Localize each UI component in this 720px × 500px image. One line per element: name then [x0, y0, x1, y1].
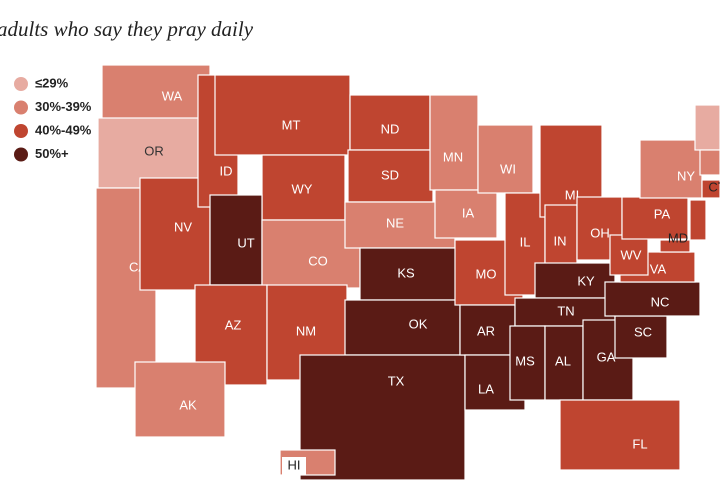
state-shape: [261, 154, 346, 221]
state-label: MD: [668, 230, 688, 245]
state-label: HI: [288, 457, 301, 472]
state-label: TN: [557, 303, 574, 318]
label-bg: [282, 457, 306, 475]
state-label: OH: [590, 225, 610, 240]
state-label: ND: [381, 121, 400, 136]
state-label: WA: [162, 88, 183, 103]
state-label: SC: [634, 324, 652, 339]
state-label: KY: [577, 273, 595, 288]
state-shape: [429, 94, 479, 191]
state-shape: [609, 234, 649, 276]
state-label: IL: [520, 234, 531, 249]
state-label: FL: [632, 436, 647, 451]
state-label: UT: [237, 235, 254, 250]
state-shape: [689, 199, 707, 241]
state-shape: [344, 299, 461, 356]
state-label: OK: [409, 316, 428, 331]
legend-swatch: [14, 124, 28, 138]
state-label: MT: [282, 117, 301, 132]
legend-swatch: [14, 77, 28, 91]
state-label: MO: [476, 266, 497, 281]
state-label: LA: [478, 381, 494, 396]
legend-swatch: [14, 100, 28, 115]
state-shape: [209, 194, 263, 286]
legend-label: ≤29%: [35, 75, 69, 90]
state-shape: [576, 196, 623, 261]
state-shape: [509, 325, 546, 401]
state-shape: [347, 149, 434, 203]
map-title: adults who say they pray daily: [0, 17, 254, 41]
state-label: CT: [708, 179, 720, 194]
state-shape: [621, 196, 689, 240]
state-label: PA: [654, 206, 671, 221]
state-label: OR: [144, 143, 164, 158]
state-shape: [134, 361, 226, 438]
state-shape: [699, 149, 720, 176]
state-label: WI: [500, 161, 516, 176]
state-shape: [101, 64, 211, 121]
state-shape: [477, 124, 534, 194]
state-shape: [534, 262, 616, 299]
state-shape: [261, 219, 361, 289]
state-label: AL: [555, 353, 571, 368]
legend-label: 40%-49%: [35, 122, 92, 137]
state-shape: [614, 315, 668, 359]
legend-label: 50%+: [35, 146, 69, 161]
state-label: IN: [554, 233, 567, 248]
state-label: IA: [462, 205, 475, 220]
state-label: TX: [388, 373, 405, 388]
state-shape: [97, 117, 201, 189]
state-label: KS: [397, 265, 415, 280]
state-label: AZ: [225, 317, 242, 332]
state-label: AR: [477, 323, 495, 338]
state-label: NE: [386, 215, 404, 230]
state-shape: [214, 74, 351, 156]
state-shape: [359, 247, 461, 301]
state-label: NC: [651, 294, 670, 309]
state-label: VA: [650, 261, 667, 276]
state-label: CO: [308, 253, 328, 268]
state-label: MS: [515, 353, 535, 368]
legend: ≤29% 30%-39% 40%-49% 50%+: [14, 75, 92, 162]
state-label: NV: [174, 219, 192, 234]
state-label: GA: [597, 349, 616, 364]
state-shape: [659, 239, 691, 253]
state-label: WV: [621, 247, 642, 262]
state-shape: [434, 189, 498, 239]
state-label: ID: [220, 163, 233, 178]
state-label: AK: [179, 397, 197, 412]
state-label: SD: [381, 167, 399, 182]
legend-swatch: [14, 147, 28, 162]
state-shape: [639, 139, 703, 199]
state-label: MN: [443, 149, 463, 164]
state-label: WY: [292, 181, 313, 196]
state-shape: [701, 179, 720, 199]
state-label: NM: [296, 323, 316, 338]
state-label: NY: [677, 168, 695, 183]
legend-label: 30%-39%: [35, 99, 92, 114]
state-label: MI: [565, 187, 579, 202]
state-shape: [694, 104, 720, 151]
state-shape: [604, 281, 701, 317]
state-shape: [559, 399, 681, 471]
